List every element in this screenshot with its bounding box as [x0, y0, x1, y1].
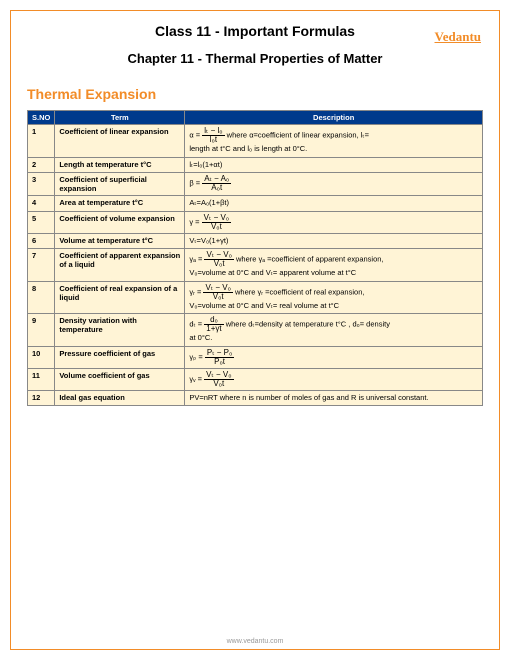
table-row: 5Coefficient of volume expansionγ = Vₜ −… [28, 211, 483, 233]
cell-desc: γᵥ = Vₜ − V₀V₀t [185, 368, 483, 390]
cell-desc: γᵣ = Vₜ − V₀V₀t where γᵣ =coefficient of… [185, 281, 483, 314]
table-row: 10Pressure coefficient of gasγₚ = Pₜ − P… [28, 346, 483, 368]
cell-desc: dₜ = d₀1+γt where dₜ=density at temperat… [185, 314, 483, 347]
cell-desc: β = Aₜ − A₀A₀t [185, 173, 483, 196]
table-row: 2Length at temperature t°Clₜ=l₀(1+αt) [28, 157, 483, 173]
col-term: Term [55, 111, 185, 125]
col-desc: Description [185, 111, 483, 125]
cell-sno: 6 [28, 233, 55, 249]
table-row: 9Density variation with temperaturedₜ = … [28, 314, 483, 347]
cell-term: Pressure coefficient of gas [55, 346, 185, 368]
page-title-1: Class 11 - Important Formulas [27, 23, 483, 39]
cell-sno: 9 [28, 314, 55, 347]
cell-term: Coefficient of volume expansion [55, 211, 185, 233]
cell-term: Coefficient of linear expansion [55, 125, 185, 158]
cell-sno: 4 [28, 196, 55, 212]
cell-desc: α = lₜ − l₀l₀t where α=coefficient of li… [185, 125, 483, 158]
table-row: 3Coefficient of superficial expansionβ =… [28, 173, 483, 196]
table-row: 6Volume at temperature t°CVₜ=V₀(1+γt) [28, 233, 483, 249]
cell-desc: γₐ = Vₜ − V₀V₀t where γₐ =coefficient of… [185, 249, 483, 282]
cell-desc: γₚ = Pₜ − P₀P₀t [185, 346, 483, 368]
cell-term: Coefficient of real expansion of a liqui… [55, 281, 185, 314]
table-row: 8Coefficient of real expansion of a liqu… [28, 281, 483, 314]
cell-sno: 3 [28, 173, 55, 196]
cell-sno: 7 [28, 249, 55, 282]
page-title-2: Chapter 11 - Thermal Properties of Matte… [27, 51, 483, 66]
footer-text: www.vedantu.com [11, 638, 499, 645]
cell-term: Volume at temperature t°C [55, 233, 185, 249]
cell-desc: Vₜ=V₀(1+γt) [185, 233, 483, 249]
cell-sno: 5 [28, 211, 55, 233]
cell-term: Volume coefficient of gas [55, 368, 185, 390]
table-row: 4Area at temperature t°CAₜ=A₀(1+βt) [28, 196, 483, 212]
cell-sno: 11 [28, 368, 55, 390]
cell-term: Coefficient of apparent expansion of a l… [55, 249, 185, 282]
formula-table: S.NO Term Description 1Coefficient of li… [27, 110, 483, 406]
cell-term: Coefficient of superficial expansion [55, 173, 185, 196]
col-sno: S.NO [28, 111, 55, 125]
brand-logo: Vedantu [435, 29, 481, 45]
cell-desc: lₜ=l₀(1+αt) [185, 157, 483, 173]
table-row: 1Coefficient of linear expansionα = lₜ −… [28, 125, 483, 158]
cell-term: Ideal gas equation [55, 390, 185, 406]
cell-desc: Aₜ=A₀(1+βt) [185, 196, 483, 212]
table-row: 12Ideal gas equationPV=nRT where n is nu… [28, 390, 483, 406]
cell-desc: PV=nRT where n is number of moles of gas… [185, 390, 483, 406]
table-row: 7Coefficient of apparent expansion of a … [28, 249, 483, 282]
cell-term: Area at temperature t°C [55, 196, 185, 212]
cell-sno: 8 [28, 281, 55, 314]
section-heading: Thermal Expansion [27, 86, 483, 102]
cell-term: Length at temperature t°C [55, 157, 185, 173]
cell-sno: 12 [28, 390, 55, 406]
cell-term: Density variation with temperature [55, 314, 185, 347]
cell-sno: 2 [28, 157, 55, 173]
cell-sno: 1 [28, 125, 55, 158]
table-row: 11Volume coefficient of gasγᵥ = Vₜ − V₀V… [28, 368, 483, 390]
cell-desc: γ = Vₜ − V₀V₀t [185, 211, 483, 233]
cell-sno: 10 [28, 346, 55, 368]
document-page: Vedantu Class 11 - Important Formulas Ch… [10, 10, 500, 650]
